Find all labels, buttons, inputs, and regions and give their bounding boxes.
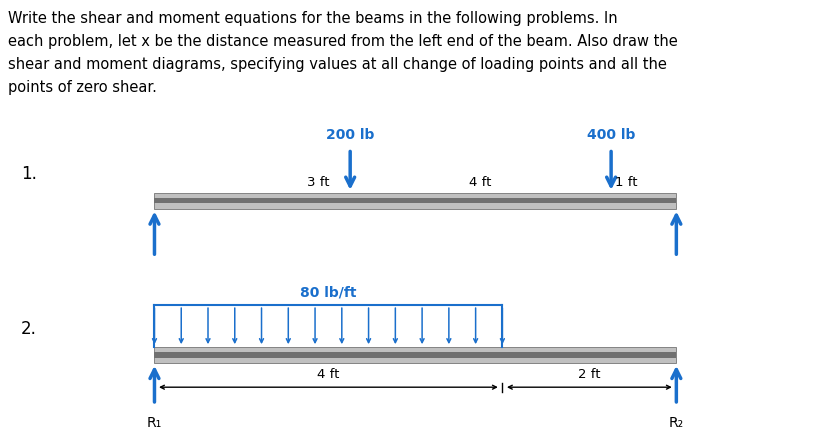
Text: 2.: 2. [21,320,37,337]
Text: 2 ft: 2 ft [578,369,600,381]
Text: 200 lb: 200 lb [326,128,374,142]
Bar [154,352,676,358]
Text: 4 ft: 4 ft [469,176,492,189]
Text: R₂: R₂ [669,416,684,430]
Bar [154,193,676,209]
Text: 400 lb: 400 lb [587,128,635,142]
Bar [154,198,676,203]
Text: Write the shear and moment equations for the beams in the following problems. In: Write the shear and moment equations for… [8,11,618,26]
Text: points of zero shear.: points of zero shear. [8,80,157,95]
Text: R₁: R₁ [147,416,162,430]
Text: 4 ft: 4 ft [317,369,340,381]
Text: 80 lb/ft: 80 lb/ft [301,286,357,300]
Text: each problem, let x be the distance measured from the left end of the beam. Also: each problem, let x be the distance meas… [8,34,678,49]
Text: shear and moment diagrams, specifying values at all change of loading points and: shear and moment diagrams, specifying va… [8,57,667,72]
Text: 1.: 1. [21,165,37,183]
Text: 3 ft: 3 ft [306,176,329,189]
Bar [154,347,676,363]
Text: 1 ft: 1 ft [615,176,638,189]
